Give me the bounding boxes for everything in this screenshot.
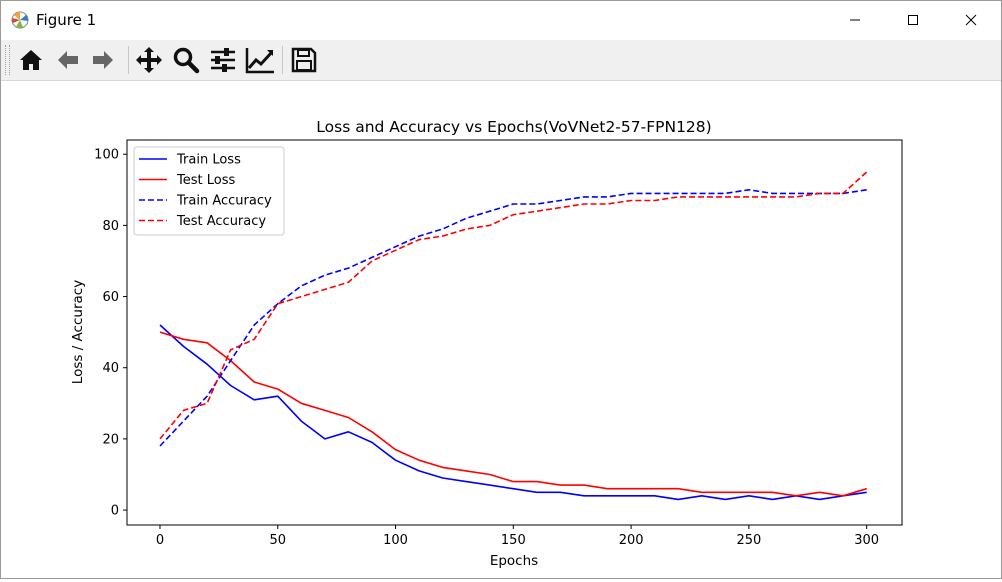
zoom-icon	[173, 47, 200, 74]
edit-axis-button[interactable]	[244, 44, 276, 76]
train-accuracy-line	[159, 189, 867, 447]
chart-title: Loss and Accuracy vs Epochs(VoVNet2-57-F…	[316, 118, 711, 136]
save-button[interactable]	[288, 44, 320, 76]
ticks-layer: 0 50 100 150 200 250 300 0 20 40 60 80 100	[94, 148, 879, 548]
figure-canvas[interactable]: Loss and Accuracy vs Epochs(VoVNet2-57-F…	[1, 81, 1001, 578]
x-tick-label: 0	[156, 533, 164, 548]
zoom-button[interactable]	[170, 44, 202, 76]
title-bar: Figure 1	[1, 1, 1001, 39]
test-loss-line	[159, 331, 867, 497]
window-title: Figure 1	[36, 11, 97, 29]
back-arrow-icon	[58, 51, 78, 69]
matplotlib-logo-icon	[11, 11, 29, 29]
configure-subplots-icon	[211, 48, 235, 72]
pan-button[interactable]	[133, 44, 165, 76]
home-icon	[20, 50, 42, 70]
pan-icon	[136, 47, 162, 73]
x-axis-label: Epochs	[490, 553, 538, 569]
y-axis-label: Loss / Accuracy	[70, 280, 86, 384]
legend-label-train-accuracy: Train Accuracy	[176, 194, 272, 209]
x-tick-label: 250	[736, 533, 761, 548]
plot-layer	[159, 171, 868, 501]
x-tick-label: 150	[501, 533, 526, 548]
save-icon	[291, 47, 317, 73]
axes-frame	[126, 139, 903, 526]
legend-box	[133, 146, 285, 236]
test-accuracy-line	[159, 171, 868, 440]
y-tick-label: 80	[102, 219, 119, 234]
x-tick-label: 100	[383, 533, 408, 548]
close-icon	[965, 14, 977, 26]
toolbar-separator	[128, 46, 129, 74]
edit-axis-icon	[245, 48, 274, 74]
navigation-toolbar	[1, 40, 1001, 81]
y-tick-label: 0	[111, 504, 119, 519]
y-tick-label: 100	[94, 148, 119, 163]
loss-accuracy-chart: Loss and Accuracy vs Epochs(VoVNet2-57-F…	[70, 118, 903, 569]
home-button[interactable]	[15, 44, 47, 76]
minimize-icon	[850, 19, 860, 21]
x-tick-label: 50	[269, 533, 286, 548]
minimize-button[interactable]	[826, 1, 884, 39]
x-tick-label: 300	[854, 533, 879, 548]
maximize-icon	[908, 15, 918, 25]
legend: Train Loss Test Loss Train Accuracy Test Ac…	[133, 146, 285, 236]
y-tick-label: 40	[102, 361, 119, 376]
forward-button[interactable]	[87, 44, 119, 76]
forward-arrow-icon	[93, 51, 113, 69]
configure-subplots-button[interactable]	[207, 44, 239, 76]
y-tick-label: 60	[102, 290, 119, 305]
train-loss-line	[159, 324, 867, 501]
toolbar-grip	[5, 45, 10, 75]
y-tick-label: 20	[102, 432, 119, 447]
x-tick-label: 200	[619, 533, 644, 548]
toolbar-separator	[282, 46, 283, 74]
close-button[interactable]	[942, 1, 1000, 39]
legend-label-test-accuracy: Test Accuracy	[176, 214, 266, 229]
maximize-button[interactable]	[884, 1, 942, 39]
legend-label-test-loss: Test Loss	[176, 173, 235, 188]
back-button[interactable]	[52, 44, 84, 76]
legend-label-train-loss: Train Loss	[176, 153, 241, 168]
